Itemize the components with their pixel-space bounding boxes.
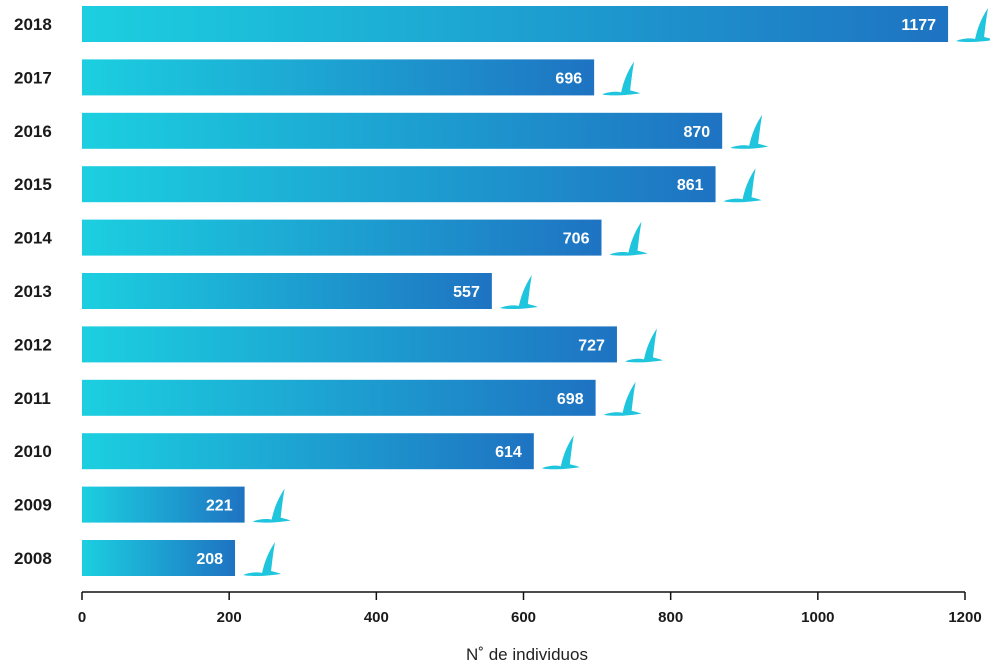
value-label-2018: 1177 bbox=[901, 17, 936, 34]
x-tick-label-400: 400 bbox=[364, 609, 389, 626]
x-tick-label-0: 0 bbox=[78, 609, 86, 626]
category-label-2009: 2009 bbox=[14, 496, 52, 515]
x-tick-label-800: 800 bbox=[658, 609, 683, 626]
value-label-2017: 696 bbox=[555, 70, 582, 87]
value-label-2016: 870 bbox=[683, 124, 710, 141]
bird-icon bbox=[723, 168, 762, 203]
x-tick-label-1000: 1000 bbox=[801, 609, 834, 626]
bird-icon bbox=[499, 275, 538, 309]
x-axis: 0 200 400 600 800 1000 1200 bbox=[78, 591, 982, 626]
x-tick-label-1200: 1200 bbox=[948, 609, 981, 626]
bird-icon bbox=[624, 328, 663, 363]
value-label-2008: 208 bbox=[196, 551, 223, 568]
value-label-2009: 221 bbox=[206, 498, 233, 515]
value-label-2012: 727 bbox=[578, 337, 605, 354]
bar-2008 bbox=[82, 540, 236, 576]
bird-icon bbox=[609, 221, 648, 256]
value-label-2014: 706 bbox=[563, 231, 590, 248]
category-label-2011: 2011 bbox=[14, 389, 51, 408]
category-label-2015: 2015 bbox=[14, 175, 52, 194]
bar-2016 bbox=[82, 112, 723, 149]
bar-2010 bbox=[82, 433, 534, 470]
category-label-2013: 2013 bbox=[14, 282, 52, 301]
bird-icon bbox=[541, 435, 580, 470]
bird-icon bbox=[602, 61, 641, 96]
x-tick-label-200: 200 bbox=[217, 609, 242, 626]
bar-2014 bbox=[82, 219, 602, 256]
value-label-2015: 861 bbox=[677, 177, 704, 194]
x-tick-label-600: 600 bbox=[511, 609, 536, 626]
bar-2018 bbox=[82, 6, 949, 42]
bird-icon bbox=[252, 488, 291, 523]
bird-icon bbox=[603, 381, 642, 416]
bird-icon bbox=[956, 8, 990, 42]
category-label-2018: 2018 bbox=[14, 15, 52, 34]
category-label-2008: 2008 bbox=[14, 549, 52, 568]
category-label-2017: 2017 bbox=[14, 68, 52, 87]
category-label-2016: 2016 bbox=[14, 122, 52, 141]
category-label-2012: 2012 bbox=[14, 335, 52, 354]
x-axis-title: N˚ de individuos bbox=[466, 645, 588, 664]
bird-icon bbox=[243, 542, 282, 576]
bar-2013 bbox=[82, 273, 492, 309]
value-label-2011: 698 bbox=[557, 391, 584, 408]
bars-group: 2018 1177 2017 696 2016 870 2015 861 2014 706 2013… bbox=[14, 6, 990, 576]
bar-2017 bbox=[82, 59, 595, 96]
bar-2012 bbox=[82, 326, 617, 363]
value-label-2013: 557 bbox=[453, 284, 480, 301]
bird-icon bbox=[730, 114, 769, 149]
bar-2009 bbox=[82, 486, 245, 523]
bar-2011 bbox=[82, 379, 596, 416]
bar-2015 bbox=[82, 166, 716, 203]
value-label-2010: 614 bbox=[495, 444, 522, 461]
category-label-2014: 2014 bbox=[14, 229, 52, 248]
category-label-2010: 2010 bbox=[14, 442, 52, 461]
